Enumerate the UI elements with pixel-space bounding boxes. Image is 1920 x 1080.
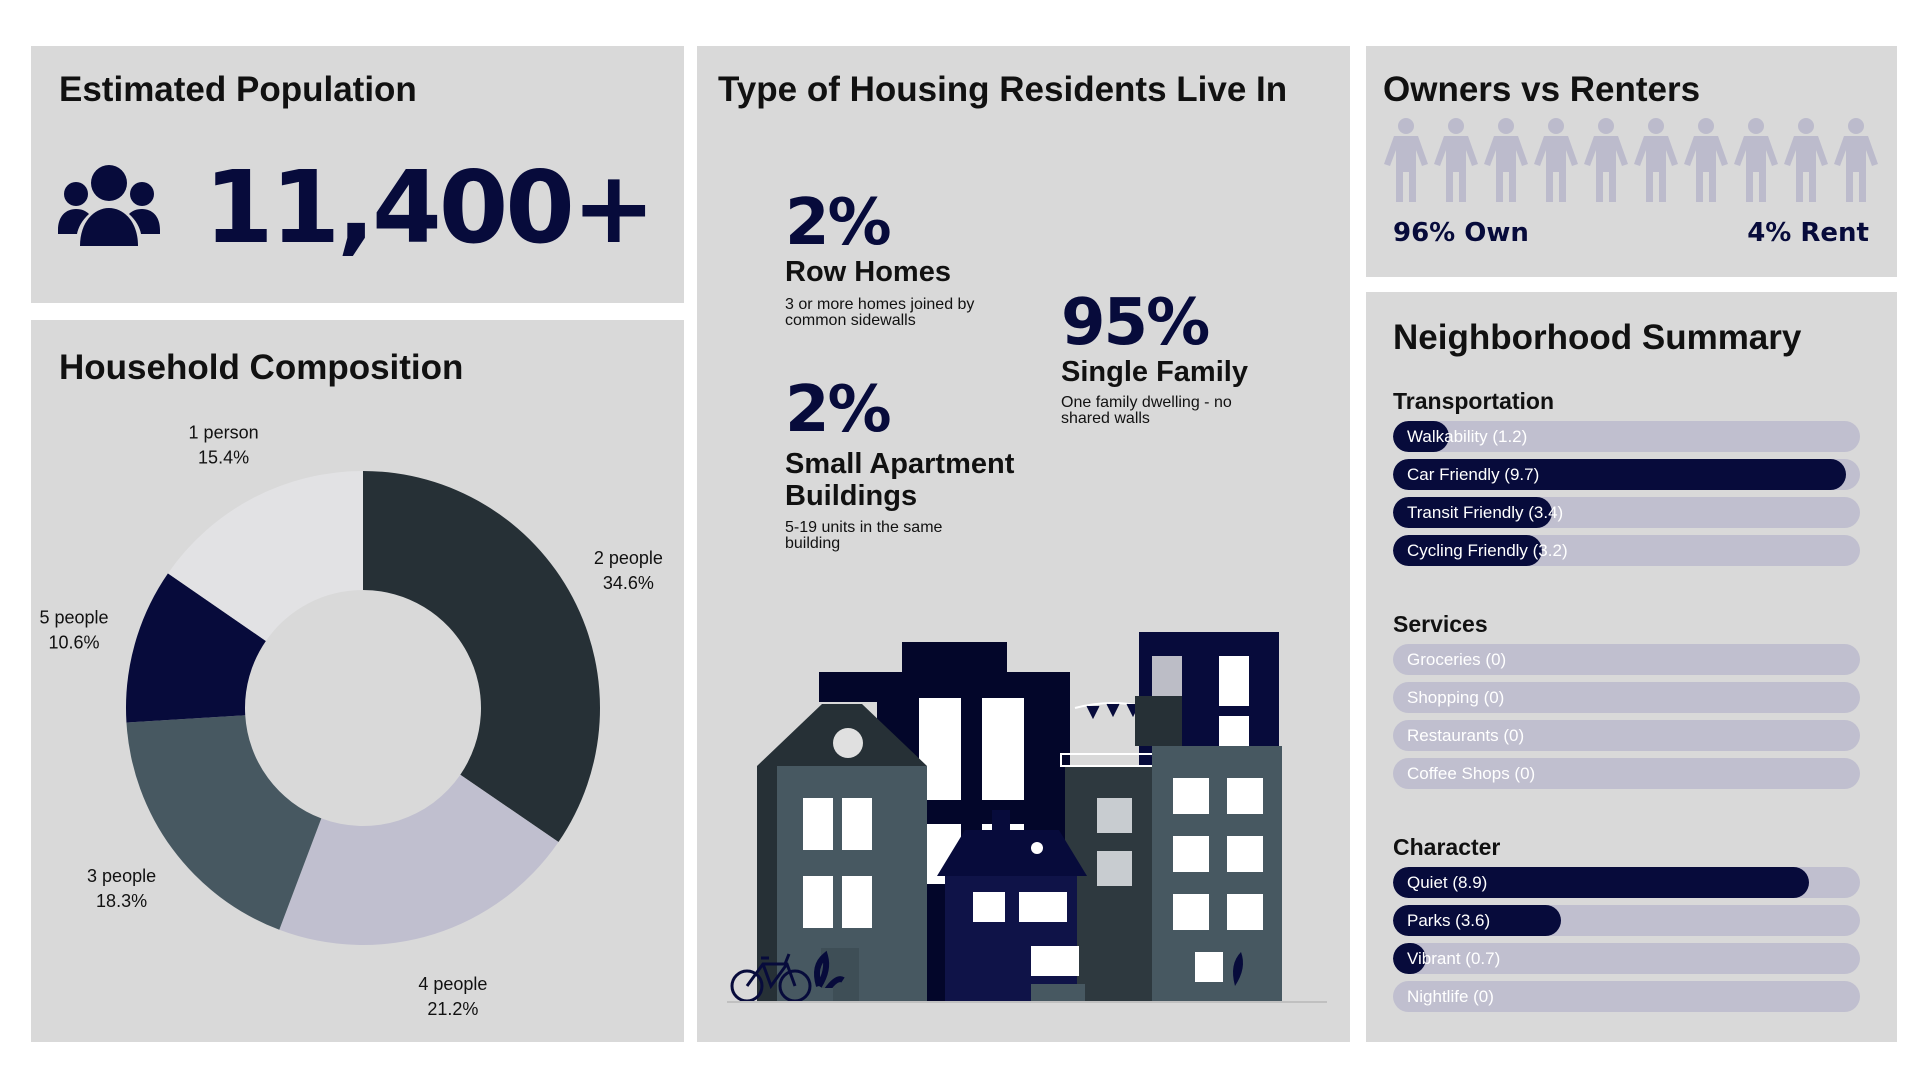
population-value: 11,400+ <box>204 149 656 266</box>
donut-value-label: 34.6% <box>603 573 654 593</box>
single-family-name: Single Family <box>1061 356 1248 388</box>
person-icon <box>1834 118 1878 202</box>
score-bar-label: Restaurants (0) <box>1407 726 1525 745</box>
housing-type-panel: Type of Housing Residents Live In 2% Row… <box>697 46 1350 1042</box>
score-bar-fill <box>1393 421 1450 452</box>
apartment-desc: 5-19 units in the same building <box>785 519 943 552</box>
score-bar: Vibrant (0.7) <box>1393 943 1860 974</box>
score-bar: Car Friendly (9.7) <box>1393 459 1860 490</box>
score-bar-label: Groceries (0) <box>1407 650 1507 669</box>
score-bar: Nightlife (0) <box>1393 981 1860 1012</box>
donut-category-label: 3 people <box>87 866 156 886</box>
person-icon <box>1684 118 1728 202</box>
housing-title: Type of Housing Residents Live In <box>718 70 1288 109</box>
score-bar: Coffee Shops (0) <box>1393 758 1860 789</box>
score-bar-label: Car Friendly (9.7) <box>1407 465 1540 484</box>
section-heading-character: Character <box>1393 834 1501 860</box>
apartment-percent: 2% <box>785 373 892 447</box>
score-bar-fill <box>1393 943 1426 974</box>
donut-value-label: 10.6% <box>48 633 99 653</box>
person-icon <box>1434 118 1478 202</box>
single-family-percent: 95% <box>1061 286 1210 360</box>
donut-slice-2 <box>126 715 322 930</box>
donut-category-label: 5 people <box>39 608 108 628</box>
donut-category-label: 1 person <box>189 422 259 442</box>
score-bar: Groceries (0) <box>1393 644 1860 675</box>
score-bar: Quiet (8.9) <box>1393 867 1860 898</box>
donut-slice-3 <box>125 573 266 723</box>
score-bar: Parks (3.6) <box>1393 905 1860 936</box>
donut-value-label: 21.2% <box>427 999 478 1019</box>
score-bar-fill <box>1393 867 1809 898</box>
person-icon <box>1784 118 1828 202</box>
row-homes-percent: 2% <box>785 186 892 260</box>
row-homes-name: Row Homes <box>785 256 951 288</box>
donut-slice-4 <box>167 471 363 641</box>
person-icon <box>1484 118 1528 202</box>
section-heading-transportation: Transportation <box>1393 388 1555 414</box>
score-bar-label: Transit Friendly (3.4) <box>1407 503 1564 522</box>
single-family-desc: One family dwelling - no shared walls <box>1061 394 1232 427</box>
donut-slice-0 <box>363 471 600 843</box>
people-pictogram <box>1384 118 1878 202</box>
score-bar-label: Quiet (8.9) <box>1407 873 1488 892</box>
household-donut-chart: 2 people 34.6% 4 people 21.2% 3 people 18.3% 5… <box>39 422 663 1019</box>
group-people-icon <box>58 165 160 246</box>
score-bar: Walkability (1.2) <box>1393 421 1860 452</box>
score-bar: Shopping (0) <box>1393 682 1860 713</box>
person-icon <box>1584 118 1628 202</box>
donut-category-label: 4 people <box>418 974 487 994</box>
row-homes-desc: 3 or more homes joined by common sidewal… <box>785 296 975 329</box>
section-heading-services: Services <box>1393 611 1488 637</box>
population-title: Estimated Population <box>59 70 417 109</box>
city-buildings-illustration <box>727 632 1327 1003</box>
score-bar: Cycling Friendly (3.2) <box>1393 535 1860 566</box>
apartment-name: Small Apartment Buildings <box>785 448 1015 512</box>
rent-label: 4% Rent <box>1747 218 1869 248</box>
score-bar-label: Cycling Friendly (3.2) <box>1407 541 1568 560</box>
score-bar-label: Coffee Shops (0) <box>1407 764 1536 783</box>
population-panel: Estimated Population 11,400+ <box>31 46 684 303</box>
own-label: 96% Own <box>1393 218 1529 248</box>
owners-renters-panel: Owners vs Renters 96% Own 4% Rent <box>1366 46 1897 277</box>
person-icon <box>1634 118 1678 202</box>
score-bar-label: Walkability (1.2) <box>1407 427 1528 446</box>
neighborhood-panel: Neighborhood Summary Transportation Walka… <box>1366 292 1897 1042</box>
score-bar-label: Nightlife (0) <box>1407 987 1494 1006</box>
donut-slice-1 <box>279 774 559 945</box>
household-title: Household Composition <box>59 348 464 387</box>
score-bar: Restaurants (0) <box>1393 720 1860 751</box>
neighborhood-title: Neighborhood Summary <box>1393 318 1802 357</box>
score-bar-fill <box>1393 459 1846 490</box>
person-icon <box>1534 118 1578 202</box>
donut-category-label: 2 people <box>594 548 663 568</box>
donut-value-label: 18.3% <box>96 891 147 911</box>
person-icon <box>1384 118 1428 202</box>
donut-value-label: 15.4% <box>198 447 249 467</box>
score-bar-label: Vibrant (0.7) <box>1407 949 1501 968</box>
score-bar: Transit Friendly (3.4) <box>1393 497 1860 528</box>
score-bar-fill <box>1393 497 1552 528</box>
household-panel: Household Composition 2 people 34.6% 4 peo… <box>31 320 684 1042</box>
score-bar-fill <box>1393 535 1543 566</box>
score-bar-label: Shopping (0) <box>1407 688 1505 707</box>
owners-renters-title: Owners vs Renters <box>1383 70 1701 109</box>
score-bar-fill <box>1393 905 1562 936</box>
score-bar-label: Parks (3.6) <box>1407 911 1491 930</box>
person-icon <box>1734 118 1778 202</box>
